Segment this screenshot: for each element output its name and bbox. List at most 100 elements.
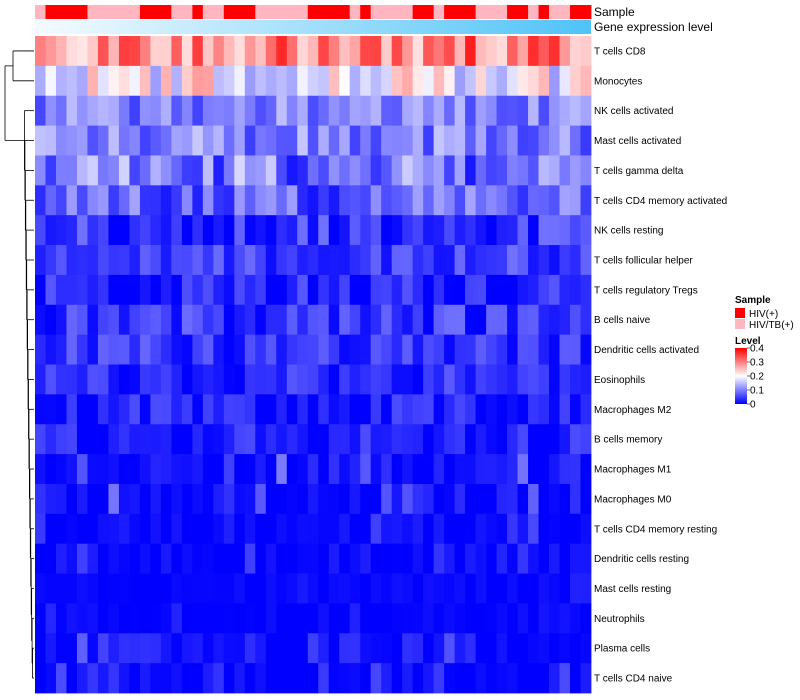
heatmap-cell	[486, 185, 497, 216]
heatmap-cell	[475, 573, 487, 604]
heatmap-cell	[213, 603, 225, 634]
heatmap-cell	[528, 513, 539, 545]
heatmap-cell	[570, 125, 581, 156]
heatmap-cell	[475, 513, 487, 545]
heatmap-cell	[213, 245, 225, 276]
heatmap-cell	[475, 543, 487, 574]
heatmap-cell	[507, 633, 518, 664]
heatmap-cell	[286, 633, 298, 664]
heatmap-cell	[570, 304, 581, 336]
heatmap-cell	[181, 394, 193, 425]
heatmap-cell	[171, 483, 183, 515]
heatmap-cell	[496, 573, 508, 604]
heatmap-cell	[66, 394, 78, 425]
heatmap-cell	[97, 125, 109, 156]
heatmap-cell	[139, 65, 151, 97]
heatmap-cell	[234, 36, 246, 67]
heatmap-cell	[202, 633, 214, 664]
heatmap-cell	[328, 364, 340, 395]
sample-annotation-cell	[244, 5, 256, 19]
heatmap-cell	[559, 364, 571, 395]
heatmap-cell	[160, 663, 172, 694]
heatmap-cell	[412, 573, 424, 604]
heatmap-cell	[171, 334, 183, 365]
heatmap-cell	[360, 513, 372, 545]
heatmap-cell	[129, 394, 141, 425]
heatmap-cell	[538, 95, 550, 126]
heatmap-cell	[307, 185, 319, 216]
heatmap-cell	[496, 364, 508, 395]
heatmap-cell	[202, 36, 214, 67]
heatmap-cell	[517, 125, 529, 156]
heatmap-cell	[381, 603, 393, 634]
heatmap-cell	[297, 185, 309, 216]
heatmap-cell	[559, 394, 571, 425]
heatmap-cell	[181, 663, 193, 694]
heatmap-cell	[129, 573, 141, 604]
heatmap-cell	[76, 95, 88, 126]
heatmap-cell	[328, 543, 340, 574]
heatmap-cell	[160, 424, 172, 455]
heatmap-cell	[559, 304, 571, 336]
heatmap-cell	[402, 364, 414, 395]
heatmap-cell	[370, 185, 382, 216]
heatmap-cell	[549, 36, 560, 67]
sample-annotation-cell	[423, 5, 435, 19]
heatmap-cell	[528, 155, 539, 186]
heatmap-cell	[360, 125, 372, 156]
heatmap-cell	[486, 155, 497, 186]
heatmap-cell	[213, 424, 225, 455]
heatmap-cell	[307, 633, 319, 664]
heatmap-cell	[349, 334, 361, 365]
heatmap-cell	[150, 364, 162, 395]
heatmap-cell	[486, 65, 497, 97]
heatmap-cell	[76, 394, 88, 425]
heatmap-cell	[349, 65, 361, 97]
heatmap-cell	[391, 215, 403, 246]
heatmap-cell	[171, 573, 183, 604]
heatmap-cell	[118, 304, 130, 336]
heatmap-cell	[160, 364, 172, 395]
heatmap-cell	[339, 603, 351, 634]
heatmap-cell	[433, 95, 445, 126]
heatmap-cell	[570, 245, 581, 276]
heatmap-cell	[139, 125, 151, 156]
heatmap-cell	[370, 633, 382, 664]
heatmap-cell	[538, 573, 550, 604]
heatmap-cell	[108, 125, 120, 156]
heatmap-cell	[391, 125, 403, 156]
sample-annotation-cell	[265, 5, 277, 19]
heatmap-cell	[244, 603, 256, 634]
heatmap-cell	[192, 543, 204, 574]
heatmap-cell	[297, 155, 309, 186]
heatmap-cell	[139, 513, 151, 545]
heatmap-cell	[580, 543, 592, 574]
heatmap-cell	[307, 334, 319, 365]
heatmap-cell	[213, 304, 225, 336]
heatmap-cell	[570, 36, 581, 67]
heatmap-cell	[286, 513, 298, 545]
heatmap-cell	[412, 394, 424, 425]
heatmap-cell	[223, 95, 235, 126]
heatmap-cell	[244, 274, 256, 306]
heatmap-cell	[423, 95, 435, 126]
heatmap-cell	[381, 364, 393, 395]
heatmap-cell	[465, 65, 476, 97]
heatmap-cell	[97, 334, 109, 365]
heatmap-cell	[433, 155, 445, 186]
row-labels: T cells CD8 Monocytes NK cells activated Ma…	[594, 46, 727, 684]
heatmap-cell	[234, 364, 246, 395]
heatmap-cell	[87, 394, 99, 425]
heatmap-cell	[45, 454, 57, 485]
heatmap-cell	[465, 573, 476, 604]
heatmap-cell	[402, 573, 414, 604]
heatmap-cell	[265, 65, 277, 97]
sample-annotation-cell	[192, 5, 204, 19]
heatmap-cell	[570, 454, 581, 485]
heatmap-cell	[486, 36, 497, 67]
sample-annotation-cell	[297, 5, 309, 19]
heatmap-cell	[234, 185, 246, 216]
annotation-label-expression: Gene expression level	[594, 20, 713, 34]
heatmap-cell	[391, 334, 403, 365]
heatmap-cell	[444, 215, 456, 246]
